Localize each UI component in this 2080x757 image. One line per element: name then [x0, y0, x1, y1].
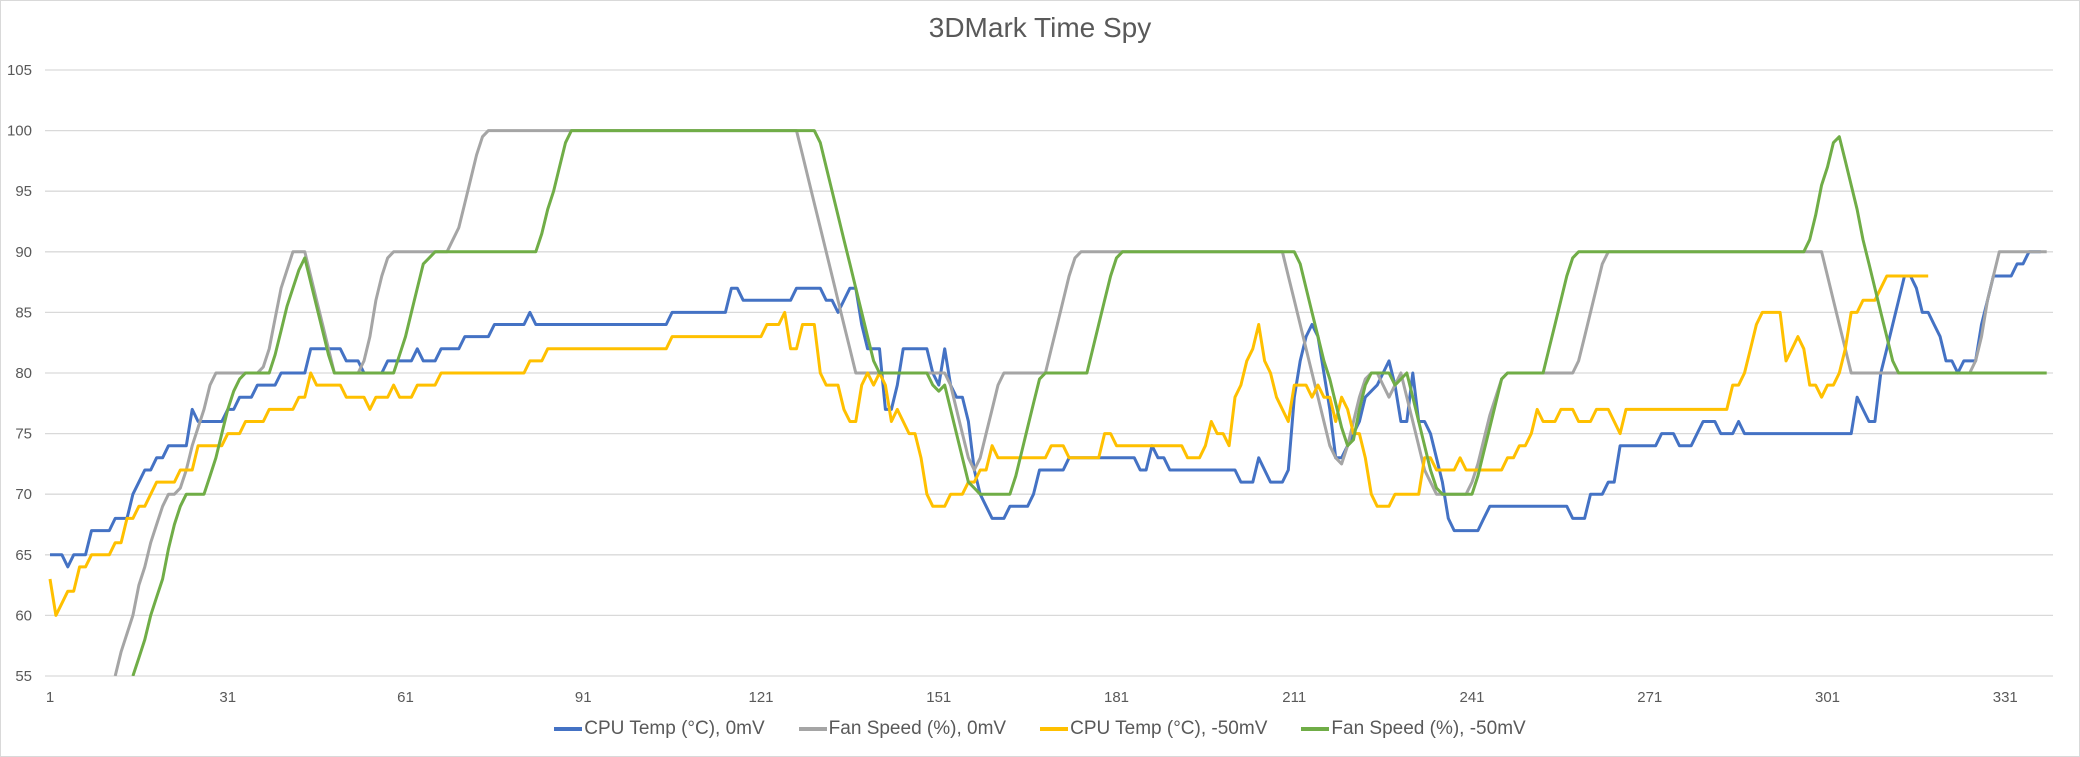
y-tick-label: 55 [15, 668, 32, 685]
series-line-2 [48, 274, 1929, 617]
x-tick-label: 61 [397, 689, 414, 706]
legend-label: Fan Speed (%), -50mV [1331, 718, 1526, 739]
y-tick-label: 80 [15, 365, 32, 382]
y-tick-label: 70 [15, 486, 32, 503]
x-tick-label: 301 [1815, 689, 1840, 706]
y-tick-label: 95 [15, 183, 32, 200]
x-tick-label: 151 [926, 689, 951, 706]
x-tick-label: 121 [748, 689, 773, 706]
x-tick-label: 271 [1637, 689, 1662, 706]
legend-item-fan-speed-50mv: Fan Speed (%), -50mV [1301, 718, 1526, 740]
y-tick-label: 75 [15, 426, 32, 443]
x-tick-label: 91 [575, 689, 592, 706]
y-tick-label: 100 [7, 123, 32, 140]
y-tick-label: 85 [15, 304, 32, 321]
y-axis-ticks: 55 60 65 70 75 80 85 90 95 100 105 [7, 62, 32, 685]
x-tick-label: 211 [1282, 689, 1306, 706]
x-tick-label: 1 [46, 689, 54, 706]
legend-swatch-icon [1040, 727, 1069, 731]
legend-swatch-icon [798, 727, 827, 731]
y-tick-label: 60 [15, 607, 32, 624]
legend-label: CPU Temp (°C), -50mV [1070, 718, 1268, 739]
chart-title: 3DMark Time Spy [928, 12, 1152, 43]
legend-label: CPU Temp (°C), 0mV [584, 718, 765, 739]
legend-item-cpu-temp-0mv: CPU Temp (°C), 0mV [554, 718, 765, 740]
series-line-0 [50, 250, 2041, 569]
y-tick-label: 90 [15, 244, 32, 261]
legend-label: Fan Speed (%), 0mV [828, 718, 1007, 739]
legend-item-cpu-temp-50mv: CPU Temp (°C), -50mV [1040, 718, 1267, 740]
x-axis-ticks: 1 31 61 91 121 151 181 211 241 271 301 331 [46, 689, 2018, 706]
legend-item-fan-speed-0mv: Fan Speed (%), 0mV [798, 718, 1007, 740]
y-tick-label: 105 [7, 62, 32, 79]
series-line-3 [131, 129, 2047, 676]
x-tick-label: 241 [1459, 689, 1484, 706]
series-lines [48, 129, 2047, 676]
legend-swatch-icon [1301, 727, 1330, 731]
series-line-1 [113, 129, 2047, 676]
x-tick-label: 181 [1104, 689, 1129, 706]
legend: CPU Temp (°C), 0mV Fan Speed (%), 0mV CP… [0, 718, 2080, 740]
x-tick-label: 331 [1993, 689, 2018, 706]
y-tick-label: 65 [15, 547, 32, 564]
legend-swatch-icon [554, 727, 583, 731]
x-tick-label: 31 [219, 689, 236, 706]
